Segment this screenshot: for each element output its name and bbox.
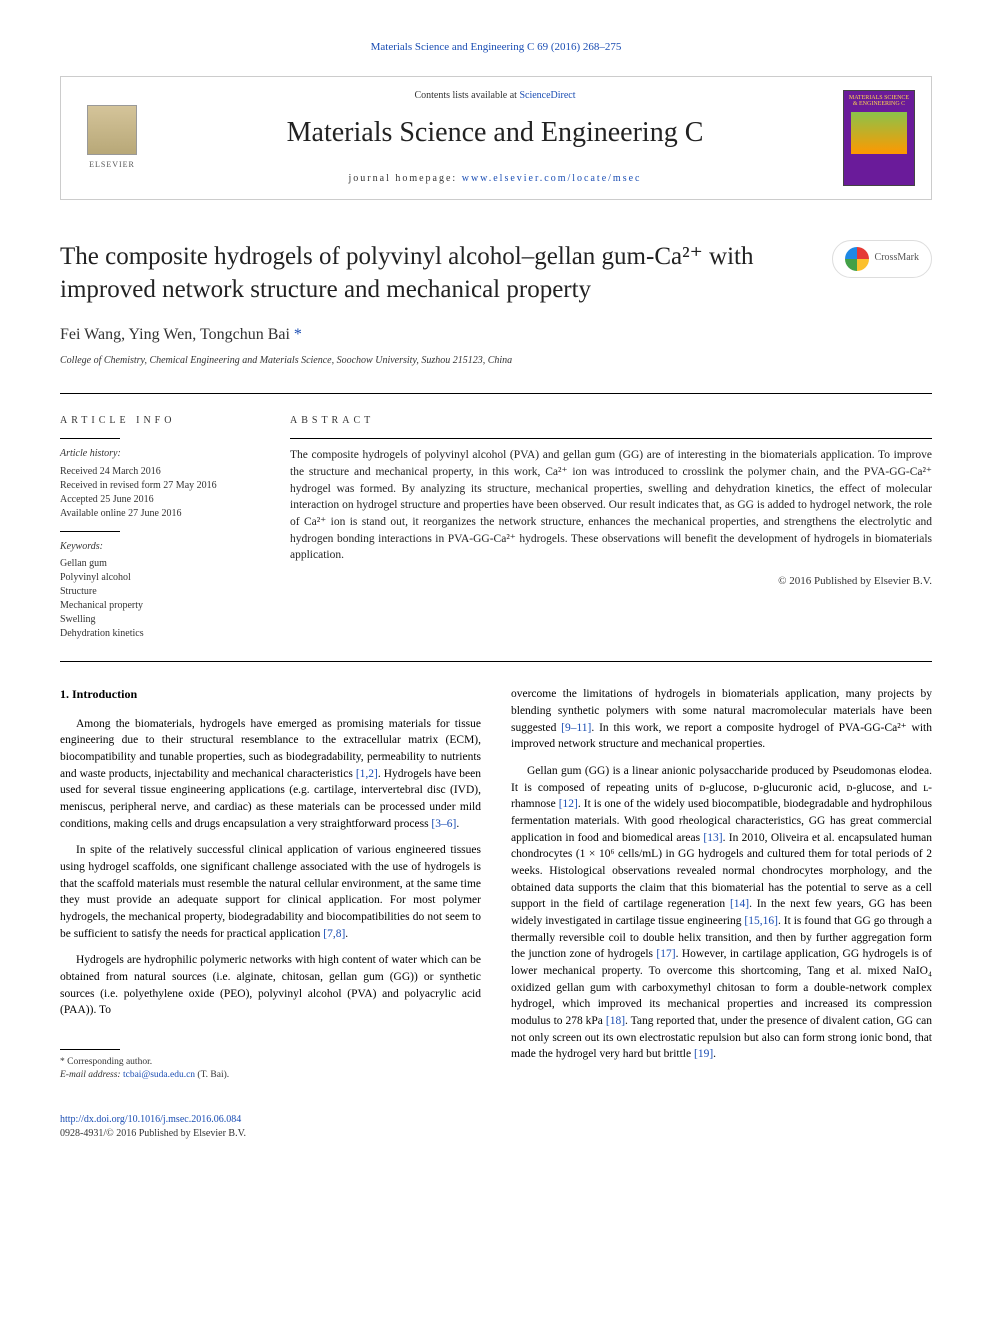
online-date: Available online 27 June 2016: [60, 507, 260, 521]
doi-link[interactable]: http://dx.doi.org/10.1016/j.msec.2016.06…: [60, 1114, 241, 1125]
para-text: In spite of the relatively successful cl…: [60, 844, 481, 939]
ref-link[interactable]: [18]: [606, 1015, 625, 1027]
homepage-label: journal homepage:: [349, 173, 462, 184]
homepage-link[interactable]: www.elsevier.com/locate/msec: [462, 173, 642, 184]
keyword: Structure: [60, 585, 260, 599]
ref-link[interactable]: [1,2]: [356, 768, 378, 780]
para-text: .: [345, 928, 348, 940]
sciencedirect-link[interactable]: ScienceDirect: [519, 90, 575, 101]
ref-link[interactable]: [7,8]: [323, 928, 345, 940]
cover-image-icon: [851, 112, 907, 154]
issn-line: 0928-4931/© 2016 Published by Elsevier B…: [60, 1127, 481, 1142]
para-text: .: [456, 818, 459, 830]
email-label: E-mail address:: [60, 1070, 123, 1080]
crossmark-label: CrossMark: [875, 251, 919, 266]
cover-title: MATERIALS SCIENCE & ENGINEERING C: [848, 95, 910, 108]
journal-homepage: journal homepage: www.elsevier.com/locat…: [147, 172, 843, 187]
affiliation: College of Chemistry, Chemical Engineeri…: [60, 354, 932, 369]
journal-title: Materials Science and Engineering C: [147, 113, 843, 154]
body-para: overcome the limitations of hydrogels in…: [511, 686, 932, 753]
email-tail: (T. Bai).: [195, 1070, 229, 1080]
revised-date: Received in revised form 27 May 2016: [60, 479, 260, 493]
keywords-list: Gellan gum Polyvinyl alcohol Structure M…: [60, 557, 260, 641]
body-para: In spite of the relatively successful cl…: [60, 842, 481, 942]
ref-link[interactable]: [3–6]: [431, 818, 456, 830]
abstract-heading: abstract: [290, 414, 932, 429]
para-text: .: [713, 1048, 716, 1060]
ref-link[interactable]: [17]: [656, 948, 675, 960]
keyword: Gellan gum: [60, 557, 260, 571]
article-info-heading: article info: [60, 414, 260, 429]
accepted-date: Accepted 25 June 2016: [60, 493, 260, 507]
received-date: Received 24 March 2016: [60, 465, 260, 479]
rule-top: [60, 393, 932, 394]
journal-cover-thumb: MATERIALS SCIENCE & ENGINEERING C: [843, 90, 915, 186]
keyword: Polyvinyl alcohol: [60, 571, 260, 585]
keyword: Mechanical property: [60, 599, 260, 613]
col-left: 1. Introduction Among the biomaterials, …: [60, 686, 481, 1141]
authors-line: Fei Wang, Ying Wen, Tongchun Bai *: [60, 323, 932, 346]
copyright: © 2016 Published by Elsevier B.V.: [290, 574, 932, 590]
footnote-rule: [60, 1049, 120, 1050]
email-footnote: E-mail address: tcbai@suda.edu.cn (T. Ba…: [60, 1069, 481, 1082]
col-right: overcome the limitations of hydrogels in…: [511, 686, 932, 1141]
email-link[interactable]: tcbai@suda.edu.cn: [123, 1070, 195, 1080]
body-para: Hydrogels are hydrophilic polymeric netw…: [60, 952, 481, 1019]
info-divider-2: [60, 531, 120, 532]
elsevier-name: ELSEVIER: [89, 159, 135, 171]
journal-header: ELSEVIER Contents lists available at Sci…: [60, 76, 932, 200]
corresponding-footnote: * Corresponding author.: [60, 1056, 481, 1069]
ref-link[interactable]: [13]: [703, 832, 722, 844]
ref-link[interactable]: [14]: [730, 898, 749, 910]
doi-block: http://dx.doi.org/10.1016/j.msec.2016.06…: [60, 1113, 481, 1142]
authors-names: Fei Wang, Ying Wen, Tongchun Bai: [60, 326, 290, 343]
keyword: Dehydration kinetics: [60, 627, 260, 641]
para-text: Hydrogels are hydrophilic polymeric netw…: [60, 954, 481, 1016]
info-divider-1: [60, 438, 120, 439]
rule-mid: [60, 661, 932, 662]
history-label: Article history:: [60, 447, 260, 462]
ref-link[interactable]: [19]: [694, 1048, 713, 1060]
citation-line: Materials Science and Engineering C 69 (…: [60, 40, 932, 56]
body-para: Gellan gum (GG) is a linear anionic poly…: [511, 763, 932, 1063]
elsevier-logo: ELSEVIER: [77, 98, 147, 178]
ref-link[interactable]: [9–11]: [561, 722, 591, 734]
contents-available: Contents lists available at ScienceDirec…: [147, 89, 843, 104]
contents-prefix: Contents lists available at: [414, 90, 519, 101]
abstract-text: The composite hydrogels of polyvinyl alc…: [290, 447, 932, 564]
keyword: Swelling: [60, 613, 260, 627]
article-info-block: article info Article history: Received 2…: [60, 414, 260, 642]
section-1-heading: 1. Introduction: [60, 686, 481, 703]
body-para: Among the biomaterials, hydrogels have e…: [60, 716, 481, 833]
crossmark-badge[interactable]: CrossMark: [832, 240, 932, 278]
body-columns: 1. Introduction Among the biomaterials, …: [60, 686, 932, 1141]
abstract-block: abstract The composite hydrogels of poly…: [290, 414, 932, 642]
ref-link[interactable]: [12]: [559, 798, 578, 810]
crossmark-icon: [845, 247, 869, 271]
abstract-divider: [290, 438, 932, 439]
elsevier-tree-icon: [87, 105, 137, 155]
corresponding-mark: *: [290, 326, 302, 343]
keywords-label: Keywords:: [60, 540, 260, 555]
ref-link[interactable]: [15,16]: [744, 915, 778, 927]
article-title: The composite hydrogels of polyvinyl alc…: [60, 240, 780, 308]
